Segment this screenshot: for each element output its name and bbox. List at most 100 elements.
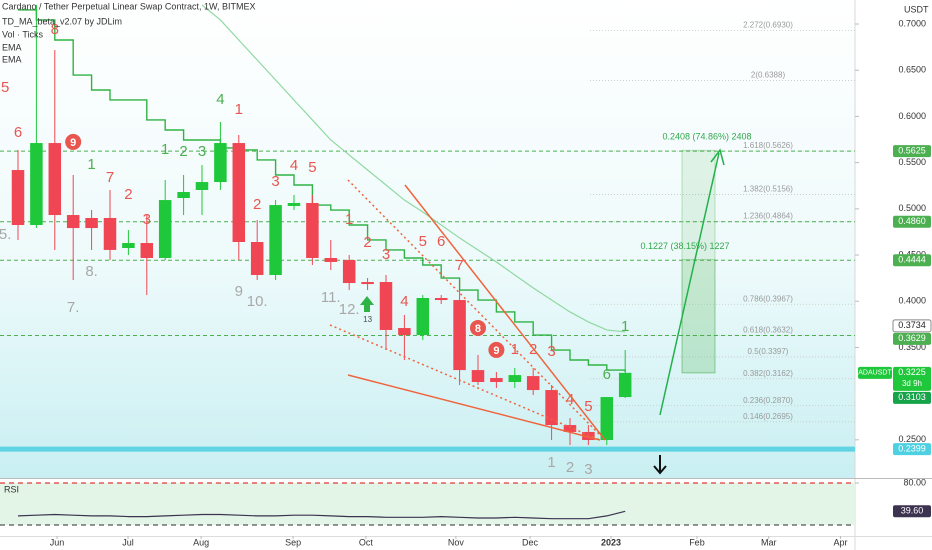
td-count: 3 [271, 173, 279, 190]
td-count: 11. [321, 289, 341, 306]
x-tick-label: Feb [689, 537, 705, 547]
price-badge [893, 366, 931, 391]
td-count: 3 [584, 461, 592, 478]
td-count: 12. [339, 301, 360, 318]
price-badge-label: 0.4860 [898, 216, 926, 226]
td-count: 1 [161, 141, 169, 158]
candle-body [66, 215, 80, 229]
projection-arrow [659, 152, 720, 416]
price-badge-label: 0.3734 [898, 320, 926, 330]
candle-body [508, 375, 522, 382]
candle-body [287, 203, 301, 206]
td-count: 2 [253, 196, 261, 213]
ema-line [17, 9, 626, 373]
td-count: 6 [437, 233, 445, 250]
axis-background [855, 0, 932, 550]
y-tick-label: 0.6000 [898, 111, 926, 121]
price-badge-label: 0.4444 [898, 255, 926, 265]
candle-body [526, 376, 540, 391]
td-count: 1 [511, 341, 519, 358]
td-count: 4 [290, 157, 298, 174]
y-tick-label: 0.5000 [898, 203, 926, 213]
price-badge-label: 0.5625 [898, 145, 926, 155]
td-count: 8. [85, 263, 98, 280]
measure-label: 0.1227 (38.15%) 1227 [640, 241, 729, 251]
rsi-pane [0, 482, 855, 526]
candle-body [490, 378, 503, 382]
candle-body [30, 143, 43, 226]
legend-entry: EMA [2, 42, 22, 52]
symbol-badge [858, 366, 892, 379]
price-badge [893, 254, 931, 267]
rsi-badge [893, 505, 931, 518]
measure-box [681, 258, 716, 374]
candle-body [379, 282, 393, 330]
arrow-head [710, 148, 725, 166]
td-count: 3 [382, 246, 390, 263]
price-badge [893, 215, 931, 228]
y-tick-label: 0.5500 [898, 157, 926, 167]
x-tick-label: Aug [193, 537, 209, 547]
td-count: 1 [345, 211, 353, 228]
price-badge-label: 0.3629 [898, 333, 926, 343]
measure-box [681, 149, 716, 374]
indicator-legend: Vol · Ticks [2, 29, 44, 39]
x-tick-label: Nov [448, 537, 465, 547]
td-count: 4 [216, 91, 224, 108]
ema-line [201, 4, 626, 333]
candle-body [618, 372, 632, 398]
rsi-badge-label: 39.60 [901, 506, 924, 516]
buy-arrow [360, 296, 374, 312]
price-badge [892, 319, 932, 333]
axes: 0.70000.65000.60000.55000.50000.45000.40… [50, 18, 932, 547]
x-tick-label: Jun [50, 537, 65, 547]
x-tick-label: Mar [761, 537, 777, 547]
measure-label: 0.2408 (74.86%) 2408 [662, 132, 751, 142]
td-count: 7 [455, 257, 463, 274]
y-tick-label: 0.2500 [898, 434, 926, 444]
rsi-band [0, 483, 855, 525]
fib-label: 0.382(0.3162) [743, 369, 793, 378]
rsi-title: RSI [4, 484, 19, 494]
price-badge [893, 332, 931, 345]
chart-title: Cardano / Tether Perpetual Linear Swap C… [2, 1, 255, 11]
price-pane: 2.272(0.6930) 2(0.6388) 1.618(0.5626) 1.382… [0, 4, 855, 478]
td-count: 9 [493, 345, 499, 357]
countdown: 3d 9h [902, 379, 922, 388]
candle-body [250, 242, 264, 275]
price-badge [893, 391, 931, 404]
td-count: 1 [235, 101, 243, 118]
td-count: 6 [14, 124, 22, 141]
indicator-legend: TD_MA_beta_v2.07 by JDLim [2, 16, 122, 26]
trend-line [329, 324, 601, 441]
x-tick-label: Oct [359, 537, 374, 547]
fib-label: 2(0.6388) [751, 71, 786, 80]
td-count: 8 [51, 21, 59, 38]
y-tick-label: 0.4000 [898, 296, 926, 306]
price-badge-label: 0.2399 [898, 444, 926, 454]
down-arrow [653, 455, 667, 475]
td-count: 2 [179, 143, 187, 160]
candle-body [324, 257, 338, 262]
y-tick-label: 0.6500 [898, 65, 926, 75]
candle-body [582, 431, 595, 441]
candle-body [140, 243, 154, 258]
rsi-tick-label: 80.00 [903, 477, 926, 487]
y-tick-label: 0.7000 [898, 18, 926, 28]
td-count: 1 [621, 318, 629, 335]
td-count: 2 [363, 234, 371, 251]
td-count: 5 [419, 233, 427, 250]
td-marker [469, 319, 486, 336]
fib-label: 0.786(0.3967) [743, 294, 793, 303]
y-tick-label: 0.3500 [898, 342, 926, 352]
candle-body [545, 390, 558, 426]
trend-line [347, 374, 601, 441]
td-count: 3 [547, 343, 555, 360]
price-badge [893, 443, 931, 456]
td-count: 3 [198, 143, 206, 160]
candle-body [306, 203, 319, 258]
x-tick-label: Sep [285, 537, 301, 547]
td-count: 5. [0, 226, 11, 243]
td-count: 7. [67, 299, 80, 316]
